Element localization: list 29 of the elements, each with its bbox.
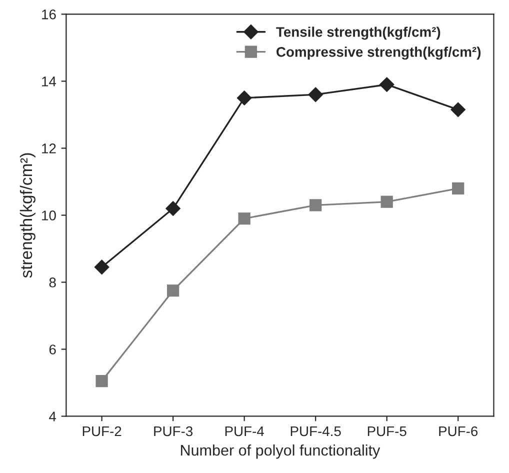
x-axis-title: Number of polyol functionality — [181, 444, 380, 459]
point — [308, 87, 323, 102]
y-tick-label: 8 — [49, 278, 56, 288]
point — [450, 102, 466, 118]
y-tick-label: 4 — [49, 412, 56, 422]
point — [452, 182, 464, 194]
y-axis-title: strength(kgf/cm²) — [20, 153, 36, 278]
y-tick-label: 16 — [42, 10, 56, 20]
x-tick-label: PUF-5 — [368, 426, 406, 436]
x-tick-label: PUF-3 — [154, 426, 193, 436]
point — [96, 374, 108, 388]
legend-label: Compressive strength(kgf/cm²) — [276, 46, 481, 60]
legend-label: Tensile strength(kgf/cm²) — [276, 26, 440, 40]
point — [380, 196, 393, 208]
point — [166, 284, 180, 297]
point — [379, 77, 394, 92]
point — [94, 260, 110, 275]
y-tick-label: 14 — [42, 76, 56, 86]
x-tick-label: PUF-2 — [82, 426, 122, 436]
y-tick-label: 10 — [42, 210, 56, 220]
y-tick-label: 12 — [42, 144, 56, 154]
x-tick-label: PUF-6 — [439, 426, 478, 436]
point — [238, 212, 250, 225]
y-tick-label: 6 — [49, 344, 56, 354]
point — [310, 199, 322, 212]
point — [166, 201, 180, 216]
point — [236, 90, 252, 106]
x-tick-label: PUF-4.5 — [290, 426, 341, 436]
x-tick-label: PUF-4 — [225, 426, 264, 436]
